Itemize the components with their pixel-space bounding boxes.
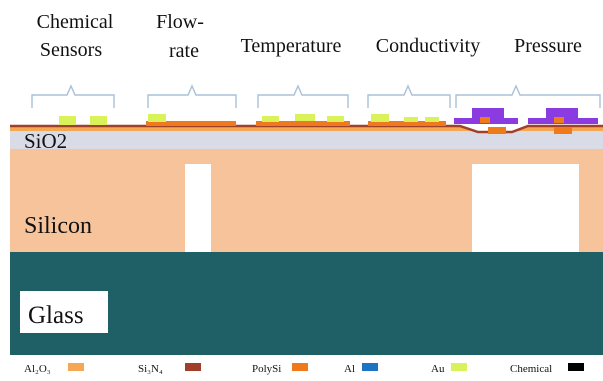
chemical-au-left bbox=[59, 116, 76, 125]
glass-layer bbox=[10, 252, 603, 355]
legend-si3n4-swatch bbox=[185, 363, 201, 371]
flow-channel-cavity bbox=[185, 164, 211, 252]
temperature-label: Temperature bbox=[241, 35, 342, 57]
legend-al2o3-swatch bbox=[68, 363, 84, 371]
flow-au bbox=[148, 114, 166, 122]
legend-au-swatch bbox=[451, 363, 467, 371]
brace-conductivity bbox=[367, 84, 451, 108]
conductivity-label: Conductivity bbox=[376, 35, 480, 57]
conductivity-polysi bbox=[368, 121, 446, 126]
chemical-label-line2: Sensors bbox=[40, 39, 102, 61]
temperature-au-right bbox=[327, 116, 344, 122]
pressure-metal-right bbox=[528, 108, 598, 124]
legend: Al₂O₃ Si₃N₄ PolySi Al Au Chemical bbox=[24, 363, 584, 375]
pressure-contact-left bbox=[480, 117, 490, 123]
sio2-label: SiO2 bbox=[24, 129, 67, 153]
flow-polysi bbox=[146, 121, 236, 126]
conductivity-au-right bbox=[425, 117, 439, 122]
pressure-contact-right bbox=[554, 117, 564, 123]
glass-label: Glass bbox=[28, 302, 84, 329]
brace-temperature bbox=[257, 84, 349, 108]
chemical-label-line1: Chemical bbox=[37, 11, 114, 33]
legend-polysi-label: PolySi bbox=[252, 363, 281, 375]
glass-label-box bbox=[20, 291, 108, 333]
temperature-polysi bbox=[256, 121, 350, 126]
conductivity-au-mid bbox=[404, 117, 418, 122]
legend-polysi-swatch bbox=[292, 363, 308, 371]
temperature-au-mid bbox=[295, 114, 315, 121]
legend-al-swatch bbox=[362, 363, 378, 371]
sio2-layer bbox=[10, 131, 603, 149]
conductivity-au-left bbox=[371, 114, 389, 122]
pressure-label: Pressure bbox=[514, 35, 582, 57]
al2o3-layer bbox=[10, 126, 603, 132]
temperature-au-left bbox=[262, 116, 279, 122]
legend-chemical-swatch bbox=[568, 363, 584, 371]
legend-au-label: Au bbox=[431, 363, 445, 375]
pressure-polysi-right bbox=[554, 127, 572, 134]
flow-label-line1: Flow- bbox=[156, 11, 204, 33]
legend-al-label: Al bbox=[344, 363, 355, 375]
silicon-label: Silicon bbox=[24, 213, 92, 239]
legend-si3n4-label: Si₃N₄ bbox=[138, 363, 163, 375]
pressure-polysi-left bbox=[488, 127, 506, 134]
brace-chemical bbox=[31, 84, 115, 108]
pressure-metal-left bbox=[454, 108, 518, 124]
pressure-cavity bbox=[472, 164, 579, 252]
legend-al2o3-label: Al₂O₃ bbox=[24, 363, 51, 375]
brace-flow bbox=[147, 84, 237, 108]
legend-chemical-label: Chemical bbox=[510, 363, 552, 375]
brace-pressure bbox=[455, 84, 601, 108]
flow-label-line2: rate bbox=[169, 40, 199, 62]
chemical-au-right bbox=[90, 116, 107, 125]
